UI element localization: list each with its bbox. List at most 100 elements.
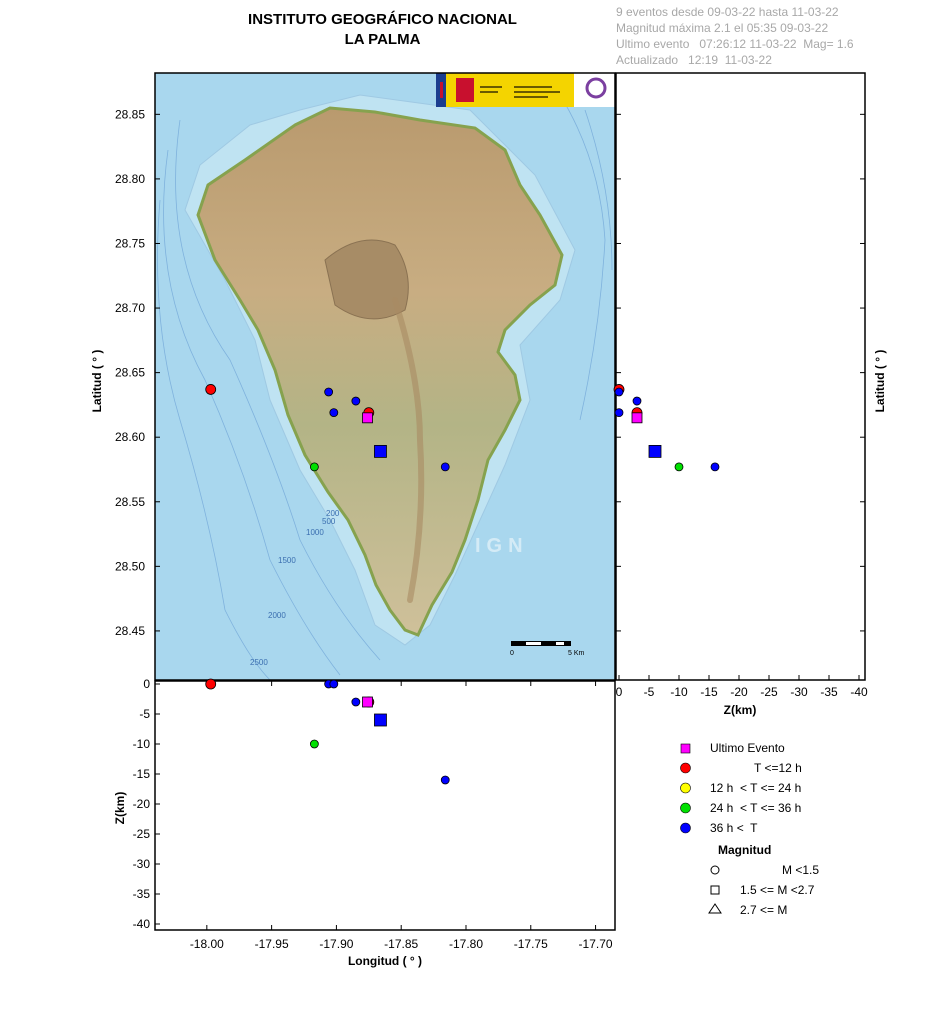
depth-tick-label: -5 [139, 707, 150, 721]
side-depth-tick-label: -15 [700, 685, 718, 699]
logo-text-line [480, 86, 502, 88]
event-map-point [351, 396, 361, 406]
y-axis-label-right: Latitud ( ° ) [873, 350, 887, 413]
lon-tick-label: -17.85 [384, 937, 418, 951]
scale-bar-segment [556, 642, 564, 645]
lat-tick-label: 28.70 [115, 301, 145, 315]
scale-bar-end: 5 Km [568, 650, 585, 657]
legend-magnitude-title: Magnitud [718, 843, 772, 857]
depth-frame [154, 680, 616, 931]
legend-triangle-shape [708, 903, 722, 914]
depth-tick-label: -35 [133, 887, 151, 901]
depth-tick-label: 0 [143, 677, 150, 691]
info-max-magnitude: Magnitud máxima 2.1 el 05:35 09-03-22 [616, 21, 829, 35]
z-axis-label: Z(km) [113, 792, 127, 825]
lat-tick-label: 28.65 [115, 366, 145, 380]
event-map-point [362, 412, 373, 424]
island-la-palma [196, 106, 564, 637]
legend-t-older-circle [680, 822, 691, 834]
event-map-point [205, 384, 217, 395]
event-side-point [710, 462, 720, 472]
event-depth-point [440, 775, 450, 785]
lat-tick-label: 28.45 [115, 624, 145, 638]
legend-m3: 2.7 <= M [740, 903, 788, 917]
legend-t-older: 36 h < T [710, 821, 758, 835]
event-depth-point [205, 678, 217, 690]
side-depth-tick-label: -35 [820, 685, 838, 699]
depth-tick-label: -20 [133, 797, 151, 811]
event-depth-point [362, 696, 373, 708]
legend-t24: 12 h < T <= 24 h [710, 781, 802, 795]
legend-m2: 1.5 <= M <2.7 [740, 883, 815, 897]
lon-tick-label: -17.70 [579, 937, 613, 951]
legend-t36: 24 h < T <= 36 h [710, 801, 802, 815]
ministry-logo-flag-stripe [440, 82, 443, 98]
lon-tick-label: -18.00 [190, 937, 224, 951]
event-markers [205, 384, 720, 785]
event-side-point [614, 387, 624, 397]
bathymetry-contour-1 [163, 149, 341, 676]
legend-m1: M <1.5 [782, 863, 820, 877]
ign-logo-icon [585, 77, 607, 99]
depth-label-1500: 1500 [278, 556, 296, 565]
bathymetry-contour-0 [175, 119, 381, 661]
scale-bar-start: 0 [510, 650, 514, 657]
side-z-axis-label: Z(km) [724, 703, 757, 717]
side-depth-tick-label: -25 [760, 685, 778, 699]
scale-bar-segment [526, 642, 541, 645]
event-depth-point [309, 739, 319, 749]
logo-text-line [514, 91, 560, 93]
side-depth-tick-label: -10 [670, 685, 688, 699]
caldera-taburiente [324, 239, 409, 320]
event-side-point [614, 408, 624, 418]
side-depth-tick-label: -40 [850, 685, 868, 699]
logo-text-line [514, 86, 552, 88]
bathymetry-contour-4 [584, 109, 613, 271]
event-side-point [648, 445, 662, 458]
info-event-count: 9 eventos desde 09-03-22 hasta 11-03-22 [616, 5, 839, 19]
lon-tick-label: -17.95 [255, 937, 289, 951]
cumbre-vieja-ridge [392, 297, 425, 603]
depth-label-500: 500 [322, 517, 336, 526]
depth-tick-label: -15 [133, 767, 151, 781]
coat-of-arms-icon [456, 78, 474, 102]
depth-label-200: 200 [326, 509, 340, 518]
lat-tick-label: 28.85 [115, 107, 145, 121]
depth-label-2000: 2000 [268, 611, 286, 620]
page-title: INSTITUTO GEOGRÁFICO NACIONAL [248, 11, 517, 28]
lat-tick-label: 28.60 [115, 430, 145, 444]
lat-tick-label: 28.50 [115, 559, 145, 573]
x-axis-label: Longitud ( ° ) [348, 954, 422, 968]
depth-tick-label: -10 [133, 737, 151, 751]
map-watermark: IGN [475, 535, 529, 557]
lat-tick-label: 28.80 [115, 172, 145, 186]
bathymetry-contour-3 [559, 94, 606, 421]
legend-t12-circle [680, 762, 691, 774]
depth-label-2500: 2500 [250, 658, 268, 667]
legend-symbols [680, 743, 722, 914]
event-side-point [631, 412, 643, 424]
depth-tick-label: -30 [133, 857, 151, 871]
event-depth-point [329, 679, 339, 689]
event-side-point [632, 396, 642, 406]
logo-text-line [514, 96, 548, 98]
event-map-point [329, 408, 339, 418]
axes: 28.45 28.50 28.55 28.60 28.65 28.70 28.75 28.80… [90, 72, 887, 968]
legend-last-event: Ultimo Evento [710, 741, 785, 755]
page-subtitle: LA PALMA [344, 31, 421, 48]
logo-text-line [480, 91, 498, 93]
side-depth-tick-label: 0 [616, 685, 623, 699]
info-last-event: Ultimo evento 07:26:12 11-03-22 Mag= 1.6 [616, 37, 854, 51]
event-depth-point [351, 697, 361, 707]
side-depth-tick-label: -20 [730, 685, 748, 699]
map-frame [154, 72, 616, 681]
depth-tick-label: -25 [133, 827, 151, 841]
depth-label-1000: 1000 [306, 528, 324, 537]
legend-square-shape [710, 885, 720, 895]
lon-tick-label: -17.80 [449, 937, 483, 951]
lon-tick-label: -17.90 [319, 937, 353, 951]
event-map-point [374, 445, 387, 458]
event-map-point [309, 462, 319, 472]
legend-last-event-square [680, 743, 691, 754]
